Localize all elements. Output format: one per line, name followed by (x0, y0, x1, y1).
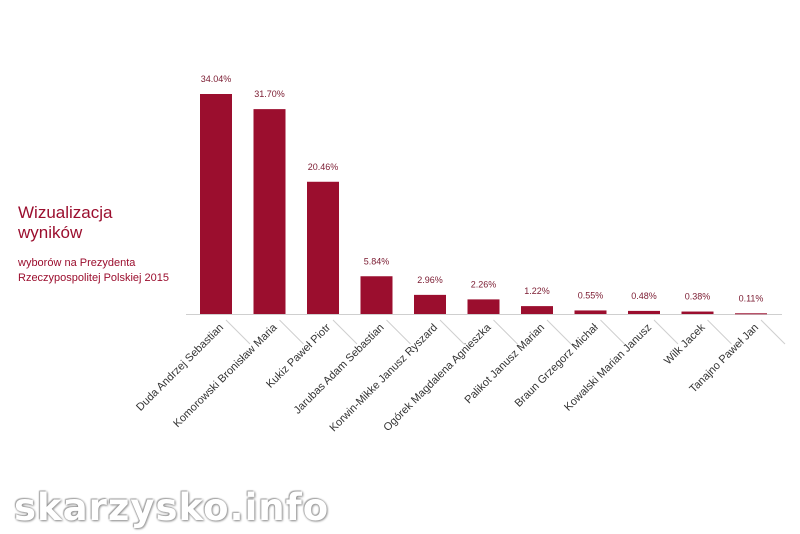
data-label: 1.22% (524, 286, 550, 296)
bar (253, 109, 286, 314)
tick-leader-line (707, 319, 732, 345)
tick-leader-line (386, 319, 411, 345)
tick-leader-line (653, 319, 679, 345)
tick-leader-line (546, 319, 572, 345)
tick-leader-line (279, 319, 304, 345)
tick-label: Duda Andrzej Sebastian (134, 322, 226, 414)
tick-label: Wilk Jacek (662, 321, 708, 367)
bar (574, 310, 607, 314)
tick-leader-line (760, 319, 786, 345)
bar (360, 276, 393, 314)
bar (467, 299, 500, 314)
bar (628, 310, 660, 314)
tick-label: Kowalski Marian Janusz (562, 322, 654, 414)
data-label: 5.84% (364, 256, 390, 266)
tick-label: Jarubas Adam Sebastian (292, 322, 387, 417)
bar (521, 306, 553, 314)
data-label: 31.70% (254, 89, 285, 99)
data-label: 2.96% (417, 275, 443, 285)
tick-leader-line (332, 319, 358, 345)
tick-leader-line (439, 319, 465, 345)
chart-subtitle: wyborów na Prezydenta Rzeczypospolitej P… (18, 257, 170, 284)
data-label: 0.11% (739, 293, 764, 303)
watermark-logo: skarzysko.info (14, 486, 330, 529)
tick-label: Ogórek Magdalena Agnieszka (381, 321, 494, 434)
tick-leader-line (225, 319, 251, 345)
chart-title: Wizualizacja wyników (18, 203, 113, 242)
data-label: 0.38% (685, 292, 711, 302)
tick-leader-line (600, 319, 625, 345)
chart-title-block: Wizualizacja wyników wyborów na Prezyden… (18, 203, 188, 286)
tick-label: Korwin-Mikke Janusz Ryszard (327, 322, 440, 435)
bar (200, 94, 232, 314)
bar (735, 313, 767, 315)
data-label: 20.46% (308, 162, 339, 172)
data-label: 0.55% (578, 290, 604, 300)
data-label: 0.48% (631, 291, 657, 301)
tick-label: Komorowski Bronisław Maria (171, 321, 280, 430)
bar (681, 311, 714, 314)
bar (414, 294, 446, 314)
data-label: 34.04% (201, 74, 232, 84)
tick-leader-line (493, 319, 518, 345)
data-label: 2.26% (471, 279, 497, 289)
bar (307, 181, 339, 314)
